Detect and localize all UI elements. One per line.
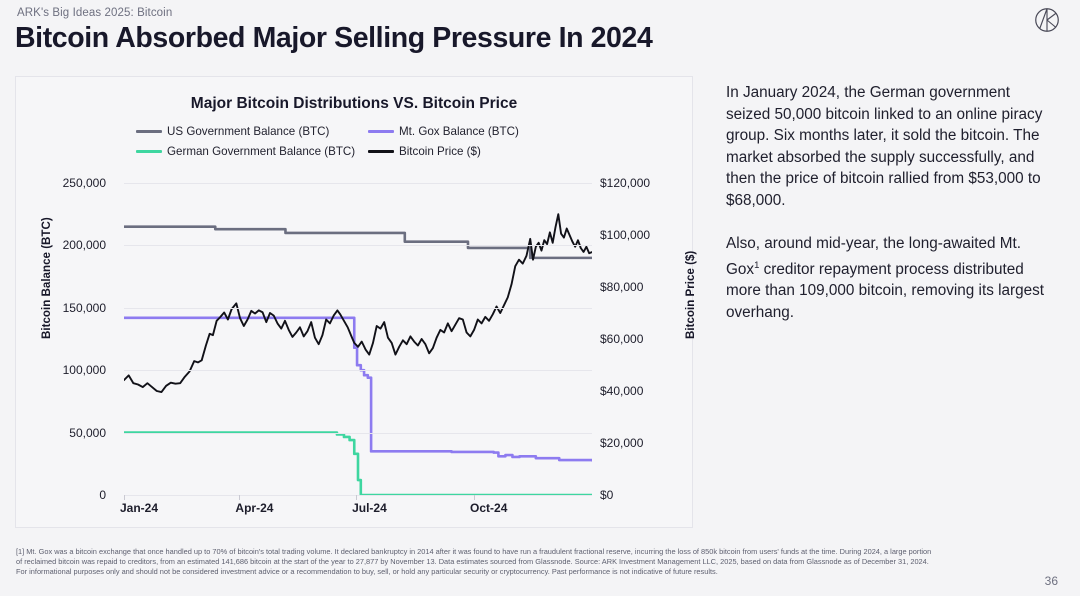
x-axis-tick-label: Oct-24 (470, 501, 508, 515)
footnote-marker: 1 (754, 259, 760, 271)
chart-series-line (124, 318, 592, 461)
legend-item-german-government: German Government Balance (BTC) (136, 145, 368, 158)
y-axis-tick-left: 150,000 (62, 300, 106, 315)
y-axis-tick-right: $40,000 (600, 384, 644, 398)
chart-series-line (124, 214, 592, 392)
ark-circle-logo-icon (1035, 8, 1059, 32)
x-axis-tick-label: Apr-24 (235, 501, 274, 515)
y-axis-tick-right: $120,000 (600, 176, 651, 190)
x-axis-tick-mark (356, 495, 358, 500)
plot-area (124, 183, 592, 495)
eyebrow-label: ARK's Big Ideas 2025: Bitcoin (17, 7, 173, 19)
chart-title: Major Bitcoin Distributions VS. Bitcoin … (190, 95, 518, 112)
legend-item-us-government: US Government Balance (BTC) (136, 125, 368, 138)
legend-item-bitcoin-price: Bitcoin Price ($) (368, 145, 568, 158)
legend-swatch (368, 129, 394, 134)
y-axis-tick-right: $80,000 (600, 280, 644, 294)
y-axis-tick-right: $0 (600, 488, 614, 502)
chart-series-line (124, 433, 592, 495)
chart-legend: US Government Balance (BTC) Mt. Gox Bala… (136, 125, 586, 158)
chart-gridline (124, 370, 592, 372)
y-axis-tick-left: 100,000 (62, 363, 106, 378)
y-axis-tick-right: $60,000 (600, 332, 644, 346)
x-axis-tick-mark (474, 495, 476, 500)
page-title: Bitcoin Absorbed Major Selling Pressure … (15, 22, 653, 54)
chart-svg (124, 183, 592, 495)
y-axis-title-right: Bitcoin Price ($) (684, 250, 697, 339)
chart-gridline (124, 245, 592, 247)
y-axis-title-left: Bitcoin Balance (BTC) (40, 217, 53, 339)
y-axis-tick-left: 0 (99, 488, 106, 502)
body-paragraph-2: Also, around mid-year, the long-awaited … (726, 233, 1056, 323)
chart-gridline (124, 307, 592, 309)
chart-card: Major Bitcoin Distributions VS. Bitcoin … (15, 76, 697, 528)
footnote-text: [1] Mt. Gox was a bitcoin exchange that … (16, 547, 932, 577)
x-axis-tick-label: Jan-24 (120, 501, 159, 515)
legend-label: US Government Balance (BTC) (167, 125, 330, 138)
paragraph-2-post: creditor repayment process distributed m… (726, 260, 1045, 321)
x-axis-tick-label: Jul-24 (352, 501, 387, 515)
body-paragraph-1: In January 2024, the German government s… (726, 84, 1043, 209)
page-number: 36 (1044, 574, 1058, 588)
x-axis-tick-mark (239, 495, 241, 500)
legend-label: Mt. Gox Balance (BTC) (399, 125, 519, 138)
paragraph-2-pre: Also, around mid-year, the long-awaited … (726, 235, 1022, 278)
chart-series-line (124, 227, 592, 258)
y-axis-tick-right: $20,000 (600, 436, 644, 450)
legend-swatch (136, 149, 162, 154)
y-axis-tick-left: 200,000 (62, 238, 106, 253)
y-axis-tick-left: 50,000 (69, 425, 106, 440)
x-axis-tick-mark (124, 495, 125, 500)
y-axis-tick-left: 250,000 (62, 176, 106, 190)
y-axis-tick-right: $100,000 (600, 228, 651, 242)
legend-label: German Government Balance (BTC) (167, 145, 356, 158)
legend-item-mt-gox: Mt. Gox Balance (BTC) (368, 125, 568, 138)
legend-swatch (136, 129, 162, 134)
chart-gridline (124, 432, 592, 434)
chart-gridline (124, 183, 592, 184)
legend-label: Bitcoin Price ($) (399, 145, 481, 158)
legend-swatch (368, 149, 394, 154)
chart-gridline (124, 495, 592, 496)
